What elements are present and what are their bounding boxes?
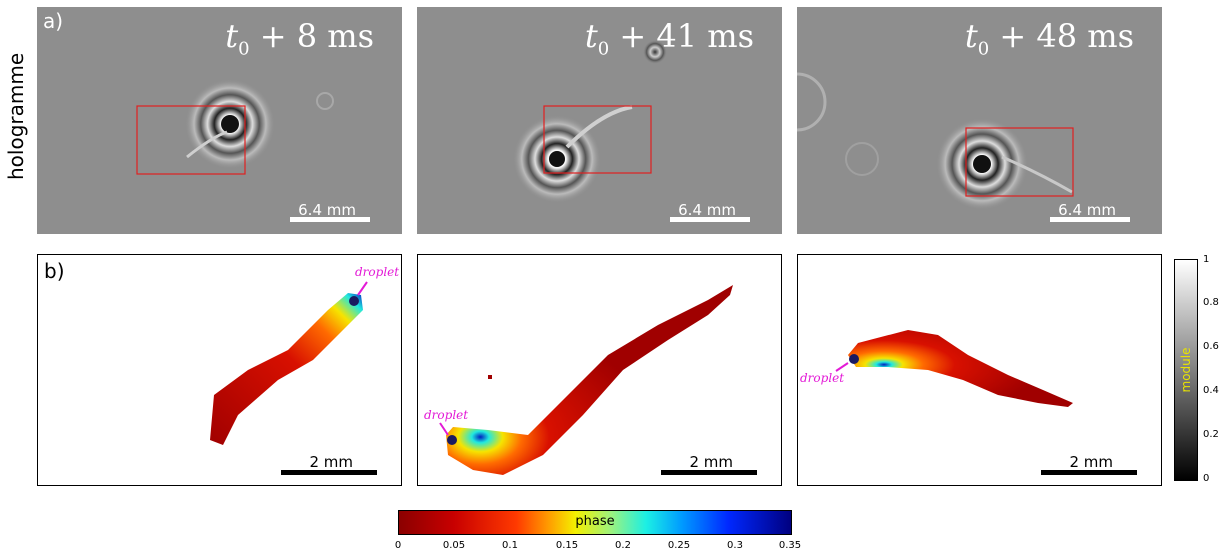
phase-tick: 0.1 — [502, 540, 518, 551]
scale-bar-4 — [281, 470, 377, 475]
phase-map-1 — [210, 281, 368, 445]
phase-map-2 — [439, 285, 733, 475]
time-label-1: t0 + 8 ms — [225, 17, 374, 60]
module-tick: 0.6 — [1203, 341, 1219, 352]
phase-tick: 0.3 — [727, 540, 743, 551]
hologram-image-2 — [513, 40, 667, 203]
hologram-panel-1: a) t0 + 8 ms 6.4 mm — [37, 7, 402, 234]
phase-tick: 0.2 — [615, 540, 631, 551]
scale-bar-1 — [290, 217, 370, 222]
module-tick: 1 — [1203, 254, 1210, 265]
phase-tick: 0.15 — [555, 540, 579, 551]
panel-b-label: b) — [44, 259, 65, 283]
reconstruction-panel-2: droplet 2 mm — [417, 254, 782, 486]
scale-label-3: 6.4 mm — [1058, 201, 1116, 219]
module-tick: 0.4 — [1203, 385, 1219, 396]
module-colorbar-label: module — [1179, 347, 1193, 393]
scale-bar-6 — [1041, 470, 1137, 475]
hologram-image-3 — [797, 72, 1074, 210]
phase-colorbar-label: phase — [575, 514, 615, 529]
module-colorbar: module — [1174, 259, 1198, 481]
scale-bar-2 — [670, 217, 750, 222]
scale-label-6: 2 mm — [1069, 453, 1113, 471]
phase-tick: 0.25 — [667, 540, 691, 551]
droplet-label-1: droplet — [355, 265, 400, 279]
reconstruction-panel-3: droplet 2 mm — [797, 254, 1162, 486]
module-tick: 0.8 — [1203, 297, 1219, 308]
scale-label-5: 2 mm — [689, 453, 733, 471]
phase-tick: 0.35 — [778, 540, 802, 551]
phase-map-3 — [835, 330, 1073, 407]
panel-a-label: a) — [43, 9, 64, 33]
time-label-3: t0 + 48 ms — [964, 17, 1134, 60]
phase-tick: 0 — [394, 540, 402, 551]
scale-bar-3 — [1050, 217, 1130, 222]
hologram-panel-2: t0 + 41 ms 6.4 mm — [417, 7, 782, 234]
hologram-panel-3: t0 + 48 ms 6.4 mm — [797, 7, 1162, 234]
time-label-2: t0 + 41 ms — [584, 17, 754, 60]
scale-label-1: 6.4 mm — [298, 201, 356, 219]
row-a-ylabel: hologramme — [4, 52, 28, 180]
phase-colorbar: phase — [398, 510, 792, 535]
droplet-label-3: droplet — [800, 371, 845, 385]
phase-tick: 0.05 — [442, 540, 466, 551]
module-tick: 0.2 — [1203, 429, 1219, 440]
module-tick: 0 — [1203, 473, 1210, 484]
reconstruction-panel-1: b) droplet 2 mm — [37, 254, 402, 486]
hologram-image-1 — [136, 79, 334, 175]
scale-label-4: 2 mm — [309, 453, 353, 471]
droplet-label-2: droplet — [424, 408, 469, 422]
scale-label-2: 6.4 mm — [678, 201, 736, 219]
scale-bar-5 — [661, 470, 757, 475]
